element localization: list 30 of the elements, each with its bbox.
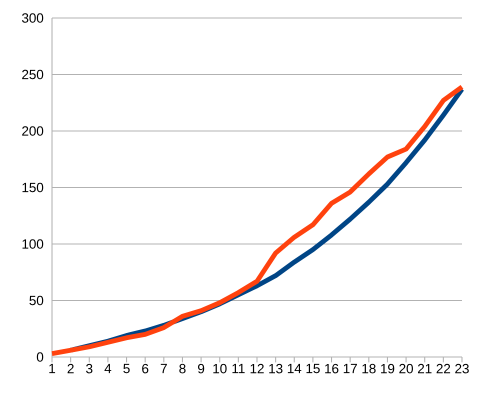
x-tick-label: 21 bbox=[418, 364, 432, 374]
y-tick-label: 200 bbox=[22, 126, 44, 136]
x-tick-label: 10 bbox=[213, 364, 227, 374]
x-tick-label: 15 bbox=[306, 364, 320, 374]
x-tick-label: 20 bbox=[399, 364, 413, 374]
x-tick-label: 9 bbox=[198, 364, 204, 374]
x-tick-label: 11 bbox=[232, 364, 245, 374]
x-tick-label: 17 bbox=[344, 364, 357, 374]
x-tick-label: 3 bbox=[86, 364, 92, 374]
x-tick-label: 13 bbox=[269, 364, 282, 374]
x-tick-label: 12 bbox=[250, 364, 264, 374]
y-tick-label: 300 bbox=[22, 13, 44, 23]
x-tick-label: 7 bbox=[160, 364, 167, 374]
x-tick-label: 23 bbox=[455, 364, 469, 374]
x-tick-label: 6 bbox=[142, 364, 148, 374]
x-tick-label: 14 bbox=[288, 364, 302, 374]
y-tick-label: 0 bbox=[36, 352, 44, 362]
y-tick-label: 50 bbox=[29, 296, 44, 306]
y-tick-label: 250 bbox=[22, 70, 44, 80]
x-tick-label: 2 bbox=[68, 364, 74, 374]
x-tick-label: 8 bbox=[179, 364, 186, 374]
y-tick-label: 150 bbox=[22, 182, 44, 192]
x-tick-label: 5 bbox=[123, 364, 130, 374]
x-tick-label: 22 bbox=[436, 364, 450, 374]
x-tick-label: 1 bbox=[49, 364, 56, 374]
x-tick-label: 18 bbox=[362, 364, 376, 374]
x-tick-label: 19 bbox=[381, 364, 394, 374]
y-tick-label: 100 bbox=[22, 239, 44, 249]
x-tick-label: 16 bbox=[325, 364, 338, 374]
x-tick-label: 4 bbox=[104, 364, 112, 374]
